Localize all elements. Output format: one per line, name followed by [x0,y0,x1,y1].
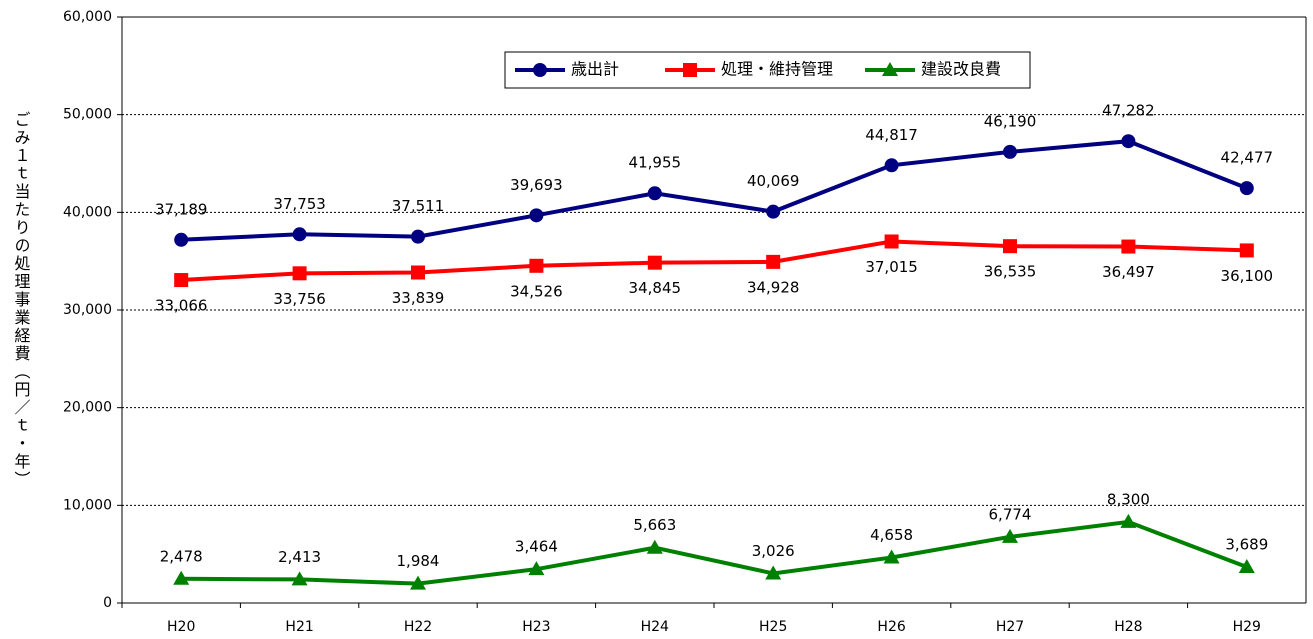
x-tick-label: H21 [285,619,313,635]
data-point [646,539,663,554]
data-label: 33,839 [392,289,445,307]
x-tick-label: H27 [996,619,1024,635]
legend-box [504,51,1031,89]
data-point [883,549,900,564]
legend-marker [882,62,898,76]
data-point [1239,181,1254,196]
data-label: 39,693 [510,176,563,194]
data-label: 3,689 [1225,535,1268,553]
data-point [766,254,781,269]
data-label: 34,845 [629,279,682,297]
data-label: 36,535 [984,263,1037,281]
legend-label: 処理・維持管理 [721,60,833,79]
data-label: 2,413 [278,548,321,566]
data-point [292,266,307,281]
data-point [291,571,308,586]
legend-marker [683,63,697,77]
data-label: 40,069 [747,172,800,190]
data-label: 44,817 [865,126,918,144]
series-line [181,139,1248,242]
data-point [1003,144,1017,159]
data-label: 2,478 [160,547,203,565]
data-label: 3,464 [515,538,558,556]
y-tick-label: 20,000 [63,400,112,416]
data-label: 46,190 [984,112,1037,130]
data-label: 37,189 [155,200,208,218]
data-point [647,186,662,201]
data-point [411,265,425,280]
y-tick-label: 10,000 [63,497,112,513]
data-point [765,565,782,580]
data-point [1121,134,1136,149]
data-point [174,273,189,288]
y-tick-label: 50,000 [63,107,112,123]
data-point [528,561,545,576]
x-tick-label: H20 [167,619,195,635]
legend-label: 建設改良費 [921,60,1001,79]
y-tick-label: 0 [103,595,112,611]
y-tick-label: 40,000 [63,204,112,220]
data-point [1003,239,1017,254]
data-point [1238,558,1255,573]
x-tick-label: H24 [641,619,669,635]
data-label: 37,015 [865,258,918,276]
y-tick-label: 60,000 [63,9,112,25]
legend-marker [533,63,547,77]
data-label: 37,511 [392,197,445,215]
legend-label: 歳出計 [571,60,619,79]
data-label: 34,928 [747,278,800,296]
data-label: 8,300 [1107,490,1150,508]
data-label: 6,774 [989,505,1032,523]
data-label: 42,477 [1221,149,1274,167]
data-point [411,229,425,244]
series-line [181,239,1247,283]
data-label: 1,984 [397,552,440,570]
series-line [181,519,1248,586]
data-point [174,232,189,247]
x-tick-label: H22 [404,619,432,635]
data-point [529,258,544,273]
data-point [766,204,781,219]
data-point [529,208,544,223]
data-point [173,570,190,585]
data-point [884,158,899,173]
x-tick-label: H23 [522,619,550,635]
data-label: 5,663 [633,516,676,534]
data-label: 47,282 [1102,102,1155,120]
x-tick-label: H26 [877,619,905,635]
data-point [884,234,899,249]
data-point [1239,243,1254,258]
data-point [410,575,426,590]
data-label: 37,753 [273,195,326,213]
data-point [1121,239,1136,254]
y-axis-label: ごみ１ｔ当たりの処理事業経費（円／ｔ・年） [12,111,31,489]
y-tick-label: 30,000 [63,302,112,318]
data-label: 3,026 [752,542,795,560]
x-tick-label: H29 [1233,619,1261,635]
x-tick-label: H28 [1114,619,1142,635]
data-label: 36,100 [1221,267,1274,285]
data-label: 34,526 [510,282,563,300]
data-label: 33,066 [155,297,208,315]
data-point [1002,528,1018,543]
data-point [647,255,662,270]
data-label: 36,497 [1102,263,1155,281]
x-tick-label: H25 [759,619,787,635]
data-point [1120,513,1137,528]
data-label: 41,955 [629,154,682,172]
data-label: 4,658 [870,526,913,544]
data-label: 33,756 [273,290,326,308]
data-point [292,227,307,242]
